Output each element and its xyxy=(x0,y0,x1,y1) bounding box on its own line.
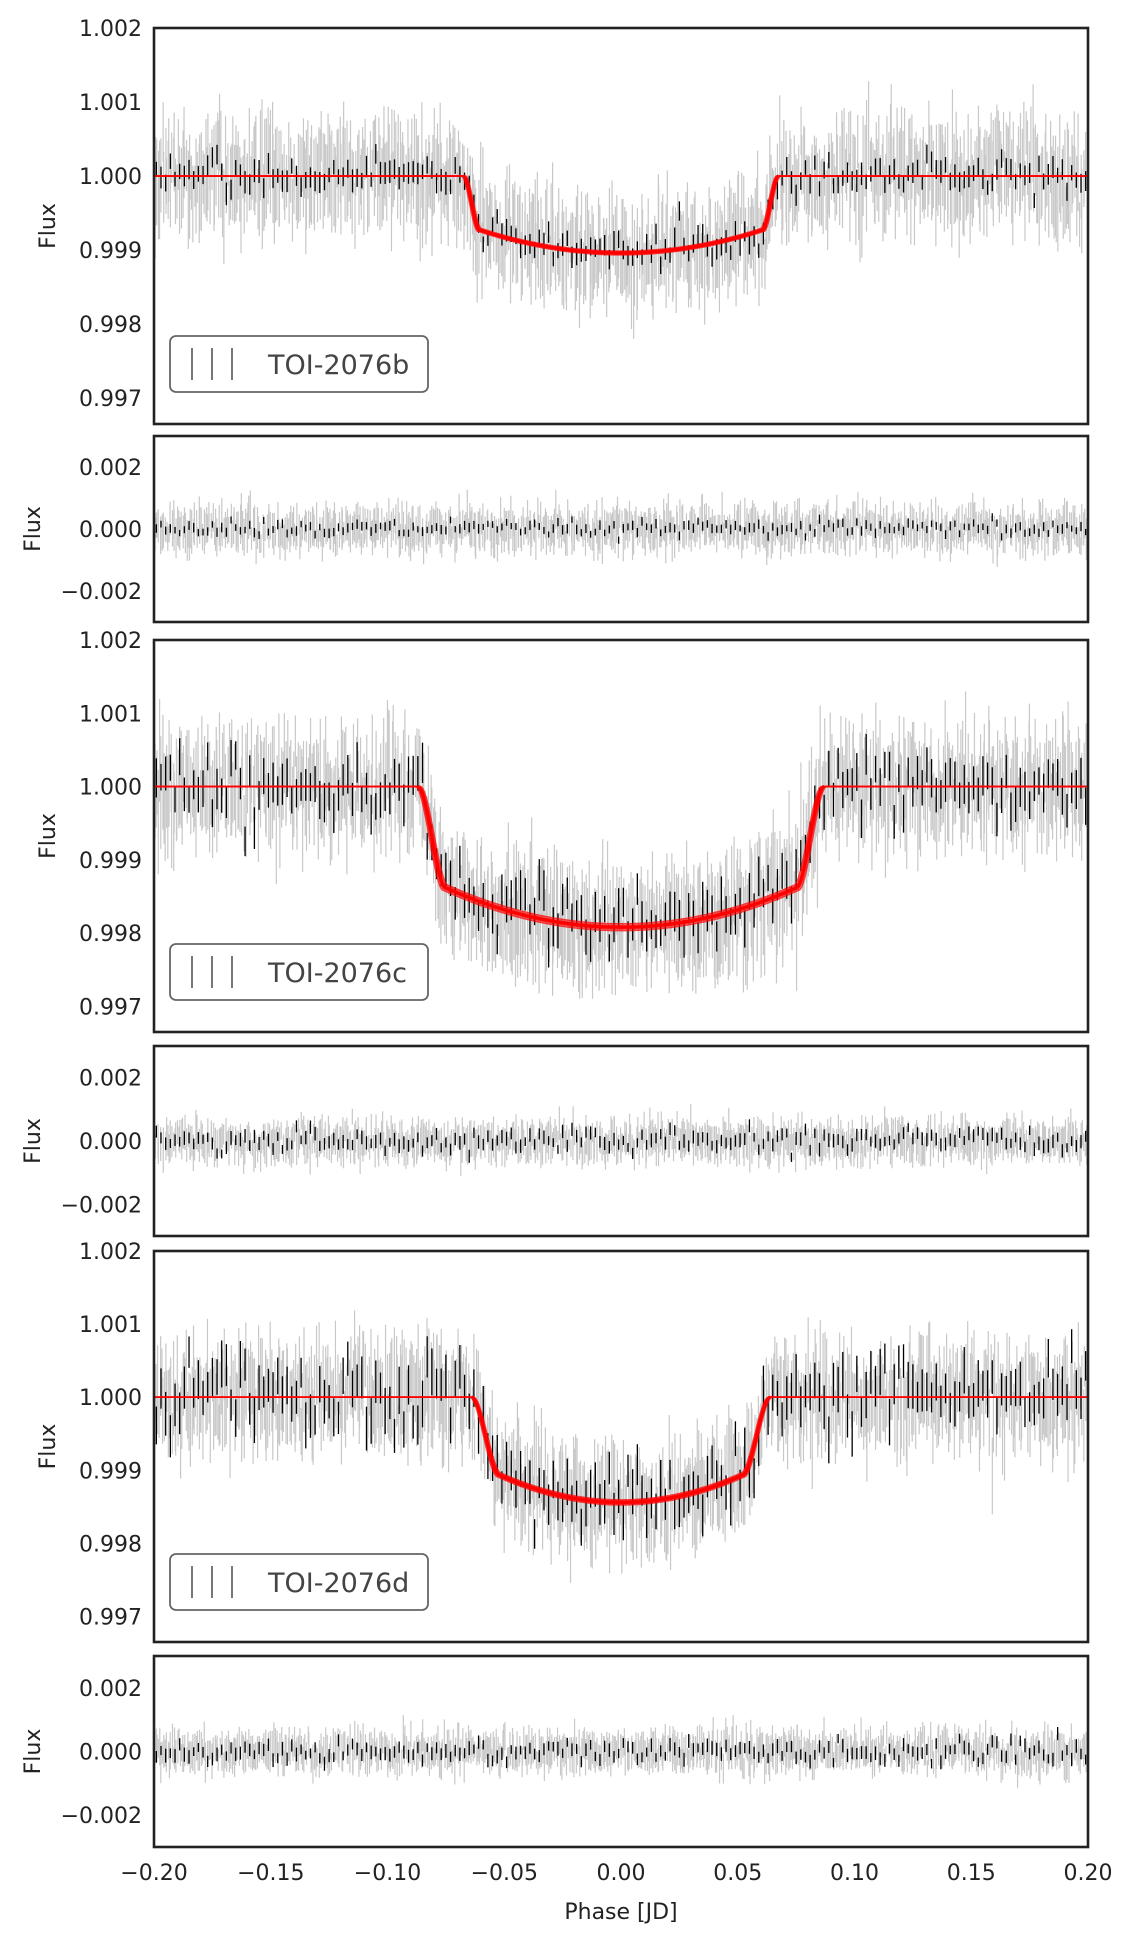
binned-error-bars xyxy=(155,1119,1087,1163)
raw-error-bars xyxy=(154,1715,1088,1789)
model-draw xyxy=(154,785,1088,932)
y-tick-label: 1.000 xyxy=(79,1386,142,1411)
panel-2-residual: −0.002 0.000 0.002 Flux xyxy=(21,434,1090,624)
panel-1-plot-area xyxy=(154,81,1088,339)
model-draw xyxy=(154,175,1088,256)
panel-frame xyxy=(152,1044,1090,1238)
legend-frame xyxy=(169,335,429,393)
y-tick-label: 0.998 xyxy=(79,1532,142,1557)
y-axis-label: Flux xyxy=(21,506,46,552)
panel-frame xyxy=(152,26,1090,426)
transit-model xyxy=(154,784,1088,932)
legend-label: TOI-2076c xyxy=(267,958,407,989)
panel-frame xyxy=(152,434,1090,624)
panel-6-plot-area xyxy=(154,1715,1088,1789)
y-tick-label: 1.001 xyxy=(79,91,142,116)
raw-error-bars xyxy=(154,1310,1088,1583)
y-tick-label: 0.998 xyxy=(79,313,142,338)
panel-frame xyxy=(152,1249,1090,1644)
legend: TOI-2076c xyxy=(169,943,429,1001)
y-tick-label: −0.002 xyxy=(61,1193,142,1218)
raw-error-bars xyxy=(154,489,1088,567)
legend: TOI-2076b xyxy=(169,335,429,393)
panel-3-plot-area xyxy=(154,691,1088,999)
y-tick-label: 1.000 xyxy=(79,165,142,190)
y-tick-label: −0.002 xyxy=(61,580,142,605)
legend-label: TOI-2076d xyxy=(267,1568,409,1599)
model-median xyxy=(417,784,825,929)
y-tick-label: 0.999 xyxy=(79,239,142,264)
y-tick-label: 0.999 xyxy=(79,1459,142,1484)
panel-4-residual: −0.002 0.000 0.002 Flux xyxy=(21,1044,1090,1238)
y-tick-label: 0.002 xyxy=(79,456,142,481)
y-tick-label: 0.000 xyxy=(79,1130,142,1155)
raw-error-bars xyxy=(154,81,1088,339)
y-tick-label: 0.997 xyxy=(79,995,142,1020)
model-median xyxy=(462,174,780,255)
transit-model xyxy=(154,174,1088,256)
panel-1-lightcurve: 0.997 0.998 0.999 1.000 1.001 1.002 Flux TOI-20… xyxy=(36,17,1090,426)
panel-2-plot-area xyxy=(154,489,1088,567)
panel-4-plot-area xyxy=(154,1103,1088,1176)
legend-frame xyxy=(169,1553,429,1611)
binned-error-bars xyxy=(155,513,1087,544)
y-axis-label: Flux xyxy=(36,1424,61,1470)
model-median xyxy=(471,1395,771,1505)
y-tick-label: 1.001 xyxy=(79,1313,142,1338)
model-draw xyxy=(154,1396,1088,1506)
raw-error-bars xyxy=(154,1103,1088,1176)
y-tick-label: 0.999 xyxy=(79,849,142,874)
binned-error-bars xyxy=(155,1329,1087,1549)
y-tick-label: 1.000 xyxy=(79,776,142,801)
y-tick-label: 0.997 xyxy=(79,1605,142,1630)
y-tick-label: 0.000 xyxy=(79,518,142,543)
panel-5-plot-area xyxy=(154,1310,1088,1583)
y-axis-label: Flux xyxy=(36,203,61,249)
panel-3-lightcurve: 0.997 0.998 0.999 1.000 1.001 1.002 Flux TOI-20… xyxy=(36,629,1090,1034)
y-axis-label: Flux xyxy=(21,1118,46,1164)
y-tick-label: 1.001 xyxy=(79,702,142,727)
transit-model xyxy=(154,1395,1088,1506)
panel-frame xyxy=(152,638,1090,1034)
y-tick-label: 0.997 xyxy=(79,387,142,412)
legend-frame xyxy=(169,943,429,1001)
legend-label: TOI-2076b xyxy=(267,350,409,381)
y-tick-label: 1.002 xyxy=(79,629,142,654)
y-tick-label: 1.002 xyxy=(79,1240,142,1265)
y-tick-label: 1.002 xyxy=(79,17,142,42)
y-tick-label: 0.002 xyxy=(79,1067,142,1092)
panel-5-lightcurve: 0.997 0.998 0.999 1.000 1.001 1.002 Flux TOI-20… xyxy=(36,1240,1090,1644)
y-tick-label: 0.998 xyxy=(79,922,142,947)
y-axis-label: Flux xyxy=(36,813,61,859)
legend: TOI-2076d xyxy=(169,1553,429,1611)
